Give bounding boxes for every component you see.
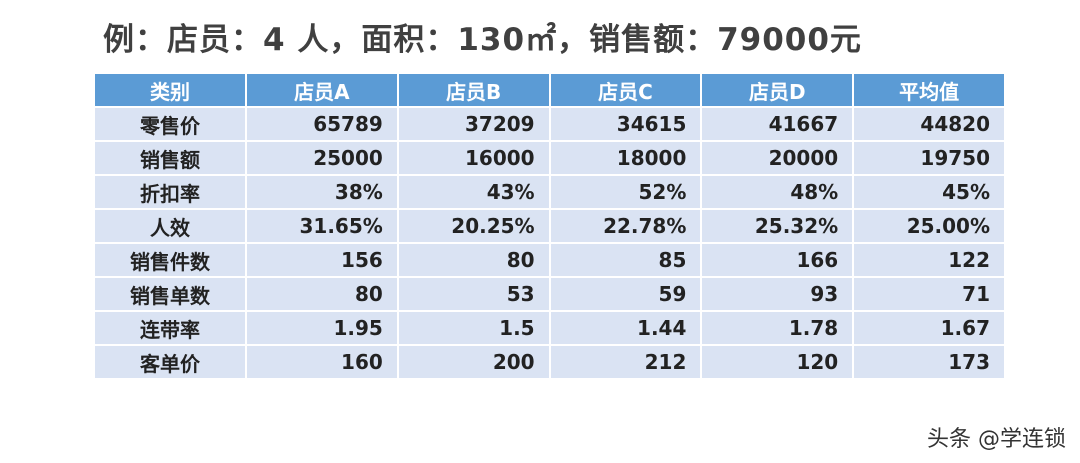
- table-cell: 160: [245, 344, 399, 380]
- table-row: 客单价 160 200 212 120 173: [93, 344, 1006, 380]
- row-label: 销售额: [93, 140, 247, 176]
- table-cell: 85: [548, 242, 703, 278]
- row-label: 折扣率: [93, 174, 247, 210]
- table-cell: 37209: [396, 106, 551, 142]
- column-header-category: 类别: [93, 72, 247, 108]
- table-cell: 1.5: [396, 310, 551, 346]
- table-cell: 200: [396, 344, 551, 380]
- table-cell: 34615: [548, 106, 703, 142]
- table-row: 销售额 25000 16000 18000 20000 19750: [93, 140, 1006, 176]
- table-cell: 31.65%: [245, 208, 399, 244]
- table-row: 销售单数 80 53 59 93 71: [93, 276, 1006, 312]
- table-cell: 48%: [700, 174, 855, 210]
- table-cell: 212: [548, 344, 703, 380]
- table-cell: 156: [245, 242, 399, 278]
- table-cell: 45%: [852, 174, 1006, 210]
- table-cell: 65789: [245, 106, 399, 142]
- table-cell: 44820: [852, 106, 1006, 142]
- table-cell: 43%: [396, 174, 551, 210]
- table-cell: 1.78: [700, 310, 855, 346]
- table-cell: 38%: [245, 174, 399, 210]
- table-cell: 122: [852, 242, 1006, 278]
- table-row: 连带率 1.95 1.5 1.44 1.78 1.67: [93, 310, 1006, 346]
- table-cell: 22.78%: [548, 208, 703, 244]
- table-cell: 19750: [852, 140, 1006, 176]
- row-label: 销售单数: [93, 276, 247, 312]
- table-header-row: 类别 店员A 店员B 店员C 店员D 平均值: [93, 72, 1006, 108]
- row-label: 连带率: [93, 310, 247, 346]
- table-cell: 41667: [700, 106, 855, 142]
- table-cell: 80: [245, 276, 399, 312]
- table-cell: 166: [700, 242, 855, 278]
- row-label: 人效: [93, 208, 247, 244]
- table-cell: 59: [548, 276, 703, 312]
- table-cell: 1.67: [852, 310, 1006, 346]
- table-row: 人效 31.65% 20.25% 22.78% 25.32% 25.00%: [93, 208, 1006, 244]
- table-cell: 20.25%: [396, 208, 551, 244]
- table-cell: 52%: [548, 174, 703, 210]
- table-cell: 173: [852, 344, 1006, 380]
- row-label: 零售价: [93, 106, 247, 142]
- row-label: 销售件数: [93, 242, 247, 278]
- table-cell: 1.95: [245, 310, 399, 346]
- table-cell: 25000: [245, 140, 399, 176]
- table-cell: 93: [700, 276, 855, 312]
- table-row: 折扣率 38% 43% 52% 48% 45%: [93, 174, 1006, 210]
- table-cell: 16000: [396, 140, 551, 176]
- column-header-staff-b: 店员B: [396, 72, 551, 108]
- table-cell: 25.00%: [852, 208, 1006, 244]
- page-title: 例：店员：4 人，面积：130㎡，销售额：79000元: [103, 22, 862, 58]
- column-header-staff-c: 店员C: [548, 72, 703, 108]
- table-cell: 25.32%: [700, 208, 855, 244]
- table-row: 零售价 65789 37209 34615 41667 44820: [93, 106, 1006, 142]
- column-header-staff-a: 店员A: [245, 72, 399, 108]
- column-header-average: 平均值: [852, 72, 1006, 108]
- table-cell: 53: [396, 276, 551, 312]
- table-row: 销售件数 156 80 85 166 122: [93, 242, 1006, 278]
- table-cell: 120: [700, 344, 855, 380]
- watermark: 头条 @学连锁: [927, 427, 1066, 452]
- table-cell: 80: [396, 242, 551, 278]
- table-cell: 71: [852, 276, 1006, 312]
- table-cell: 20000: [700, 140, 855, 176]
- column-header-staff-d: 店员D: [700, 72, 855, 108]
- row-label: 客单价: [93, 344, 247, 380]
- staff-stats-table: 类别 店员A 店员B 店员C 店员D 平均值 零售价 65789 37209 3…: [93, 72, 1006, 380]
- table-cell: 18000: [548, 140, 703, 176]
- table-cell: 1.44: [548, 310, 703, 346]
